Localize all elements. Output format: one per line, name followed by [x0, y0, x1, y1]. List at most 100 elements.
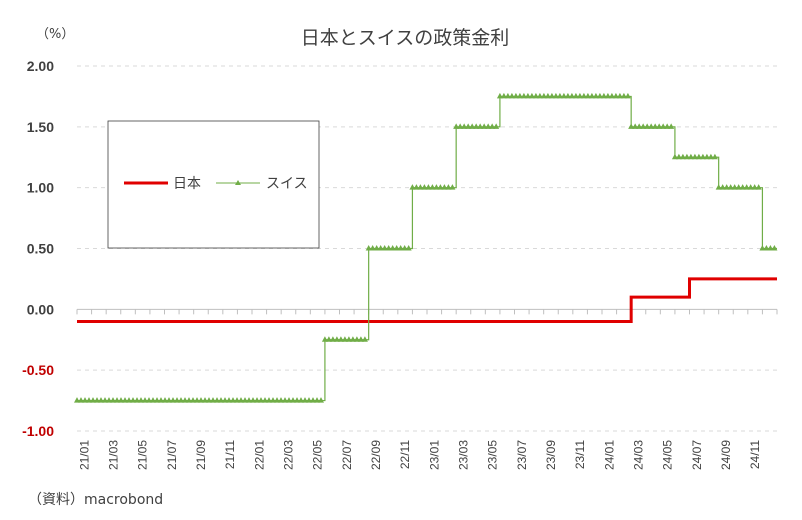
series-marker [485, 123, 492, 129]
series-marker [739, 184, 746, 190]
series-marker [747, 184, 754, 190]
y-tick-label: 0.00 [27, 301, 54, 317]
x-tick-label: 24/03 [631, 440, 645, 470]
series-marker [310, 397, 316, 403]
series-marker [628, 123, 635, 129]
x-tick-label: 22/03 [281, 440, 295, 470]
series-marker [580, 92, 587, 99]
series-marker [421, 184, 428, 190]
series-marker [600, 92, 607, 99]
series-marker [302, 397, 308, 403]
series-marker [473, 123, 480, 129]
legend: 日本 スイス [107, 120, 320, 249]
series-marker [771, 245, 778, 251]
series-marker [604, 92, 611, 99]
series-line-1 [77, 95, 777, 402]
x-axis: 21/01 21/03 21/05 21/07 21/09 21/11 22/01 22/03… [76, 308, 778, 470]
legend-label-switzerland: スイス [266, 176, 308, 192]
series-marker [170, 397, 176, 403]
series-marker [544, 92, 551, 99]
series-marker [226, 397, 232, 403]
x-tick-label: 21/03 [106, 440, 120, 470]
series-marker [270, 397, 276, 403]
series-marker [409, 184, 416, 190]
series-marker [230, 397, 236, 403]
series-marker [377, 245, 384, 251]
series-marker [182, 397, 188, 403]
series-marker [417, 184, 424, 190]
series-marker [500, 92, 507, 99]
series-marker [671, 153, 678, 160]
series-marker [294, 397, 300, 403]
series-marker [198, 397, 204, 403]
series-marker [318, 397, 324, 403]
series-marker [592, 92, 599, 99]
legend-marker-switzerland [235, 180, 241, 185]
series-marker [524, 92, 531, 99]
series-marker [274, 397, 280, 403]
series-marker [572, 92, 579, 99]
series-marker [656, 123, 663, 129]
series-marker [369, 245, 376, 251]
series-marker [82, 397, 88, 403]
series-marker [664, 123, 671, 129]
series-marker [588, 92, 595, 99]
series-marker [194, 397, 200, 403]
series-marker [138, 397, 144, 403]
x-tick-label: 23/09 [544, 440, 558, 470]
series-marker [477, 123, 484, 129]
series-marker [190, 397, 196, 403]
series-marker [516, 92, 523, 99]
series-marker [743, 184, 750, 190]
series-marker [250, 397, 256, 403]
series-marker [266, 397, 272, 403]
x-tick-label: 24/09 [719, 440, 733, 470]
x-tick-label: 24/01 [602, 440, 616, 470]
series-marker [242, 397, 248, 403]
series-marker [512, 92, 519, 99]
series-marker [433, 184, 440, 190]
series-marker [568, 92, 575, 99]
series-marker [711, 153, 718, 160]
series-marker [282, 397, 288, 403]
series-marker [584, 92, 591, 99]
series-marker [508, 92, 515, 99]
x-tick-label: 22/07 [340, 440, 354, 470]
series-marker [612, 92, 619, 99]
series-marker [86, 397, 92, 403]
series-marker [278, 397, 284, 403]
y-tick-label: -1.00 [22, 423, 54, 439]
series-marker [385, 245, 392, 251]
series-marker [353, 336, 360, 342]
series-marker [210, 397, 216, 403]
series-marker [329, 336, 336, 342]
series-marker [596, 92, 603, 99]
series-marker [150, 397, 156, 403]
series-marker [94, 397, 100, 403]
series-marker [314, 397, 320, 403]
y-tick-label: -0.50 [22, 362, 54, 378]
series-marker [751, 184, 758, 190]
series-marker [381, 245, 388, 251]
x-tick-label: 24/05 [661, 440, 675, 470]
x-tick-label: 22/05 [311, 440, 325, 470]
series-marker [449, 184, 456, 190]
series-marker [560, 92, 567, 99]
series-marker [126, 397, 132, 403]
series-marker [644, 123, 651, 129]
series-marker [393, 245, 400, 251]
series-marker [465, 123, 472, 129]
series-marker [321, 336, 328, 342]
x-tick-label: 23/11 [573, 440, 587, 469]
series-marker [445, 184, 452, 190]
series-marker [290, 397, 296, 403]
series-marker [536, 92, 543, 99]
series-marker [98, 397, 104, 403]
series-marker [703, 153, 710, 160]
series-marker [648, 123, 655, 129]
x-tick-label: 24/11 [748, 440, 762, 469]
series-marker [234, 397, 240, 403]
source-note: （資料）macrobond [28, 492, 163, 508]
series-marker [206, 397, 212, 403]
series-marker [238, 397, 244, 403]
